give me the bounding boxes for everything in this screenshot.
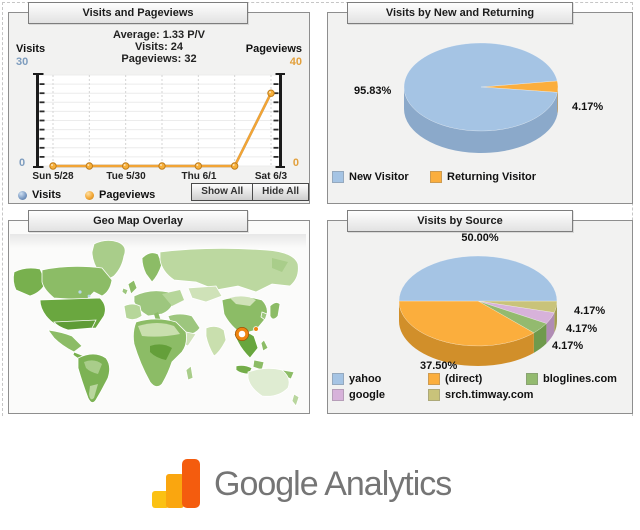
x-label-tue: Tue 5/30 [106,171,146,182]
analytics-bars-icon [152,459,200,508]
left-axis-max: 30 [16,56,29,68]
legend-returning-visitor: Returning Visitor [430,171,536,183]
panel-geo-map: Geo Map Overlay [8,210,310,414]
legend-bloglines: bloglines.com [526,373,617,385]
bloglines-pct-label: 4.17% [552,340,584,352]
x-label-sun: Sun 5/28 [32,171,74,182]
left-axis-title: Visits [16,43,46,55]
direct-label: (direct) [445,373,483,385]
stat-pageviews: Pageviews: 32 [121,53,197,65]
srch-timway-pct-label: 4.17% [574,305,606,317]
new-vs-returning-pie-chart [403,42,559,154]
google-pct-label: 4.17% [566,323,598,335]
panel-title-visits-pageviews[interactable]: Visits and Pageviews [28,2,248,24]
google-analytics-logo: Google Analytics [150,458,452,510]
yahoo-swatch [332,373,344,385]
right-axis-title: Pageviews [245,43,302,55]
direct-pct-label: 37.50% [420,360,458,372]
continents [12,240,300,407]
new-visitor-swatch [332,171,344,183]
x-label-sat: Sat 6/3 [254,171,288,182]
legend-yahoo: yahoo [332,373,381,385]
new-visitor-pct-label: 95.83% [354,85,392,97]
legend-srch-timway: srch.timway.com [428,389,533,401]
right-axis-max: 40 [289,56,302,68]
panel-new-vs-returning: Visits by New and Returning 95.83% 4.17%… [327,2,633,204]
left-axis-min: 0 [19,157,26,169]
legend-pageviews-toggle[interactable]: Pageviews [85,188,155,202]
legend-visits-label: Visits [32,189,62,201]
new-visitor-label: New Visitor [349,171,409,183]
legend-pageviews-label: Pageviews [99,189,156,201]
right-axis-min: 0 [292,157,299,169]
returning-visitor-pct-label: 4.17% [572,101,604,113]
stat-visits: Visits: 24 [134,41,184,53]
chart-stats: Average: 1.33 P/V Visits: 24 Pageviews: … [9,29,309,65]
panel-title-visits-by-source[interactable]: Visits by Source [347,210,573,232]
google-swatch [332,389,344,401]
legend-google: google [332,389,385,401]
visits-pageviews-line-chart [33,73,285,170]
show-all-button[interactable]: Show All [191,183,254,201]
panel-title-new-vs-returning[interactable]: Visits by New and Returning [347,2,573,24]
google-label: google [349,389,386,401]
returning-visitor-label: Returning Visitor [447,171,537,183]
bloglines-label: bloglines.com [543,373,617,385]
chart-buttons: Show All Hide All [191,183,309,201]
stat-average: Average: 1.33 P/V [113,29,205,41]
panel-title-geo-map[interactable]: Geo Map Overlay [28,210,248,232]
visit-location-marker[interactable] [235,326,259,341]
direct-swatch [428,373,440,385]
hide-all-button[interactable]: Hide All [252,183,309,201]
x-label-thu: Thu 6/1 [181,171,217,182]
pageviews-ball-icon [85,190,94,200]
legend-visits-toggle[interactable]: Visits [18,188,61,202]
srch-timway-label: srch.timway.com [445,389,534,401]
world-map [10,234,306,407]
yahoo-pct-label: 50.00% [461,232,499,244]
yahoo-label: yahoo [349,373,382,385]
visits-by-source-pie-chart [398,255,558,366]
legend-new-visitor: New Visitor [332,171,409,183]
bloglines-swatch [526,373,538,385]
panel-visits-pageviews: Visits and Pageviews Average: 1.33 P/V V… [8,2,310,204]
visits-ball-icon [18,190,27,200]
legend-direct: (direct) [428,373,482,385]
returning-visitor-swatch [430,171,442,183]
panel-visits-by-source: Visits by Source 50.00% 37.50% 4.17% 4.1… [327,210,633,414]
logo-wordmark: Google Analytics [214,464,452,503]
dashboard-board: Visits and Pageviews Average: 1.33 P/V V… [2,2,633,416]
srch-timway-swatch [428,389,440,401]
